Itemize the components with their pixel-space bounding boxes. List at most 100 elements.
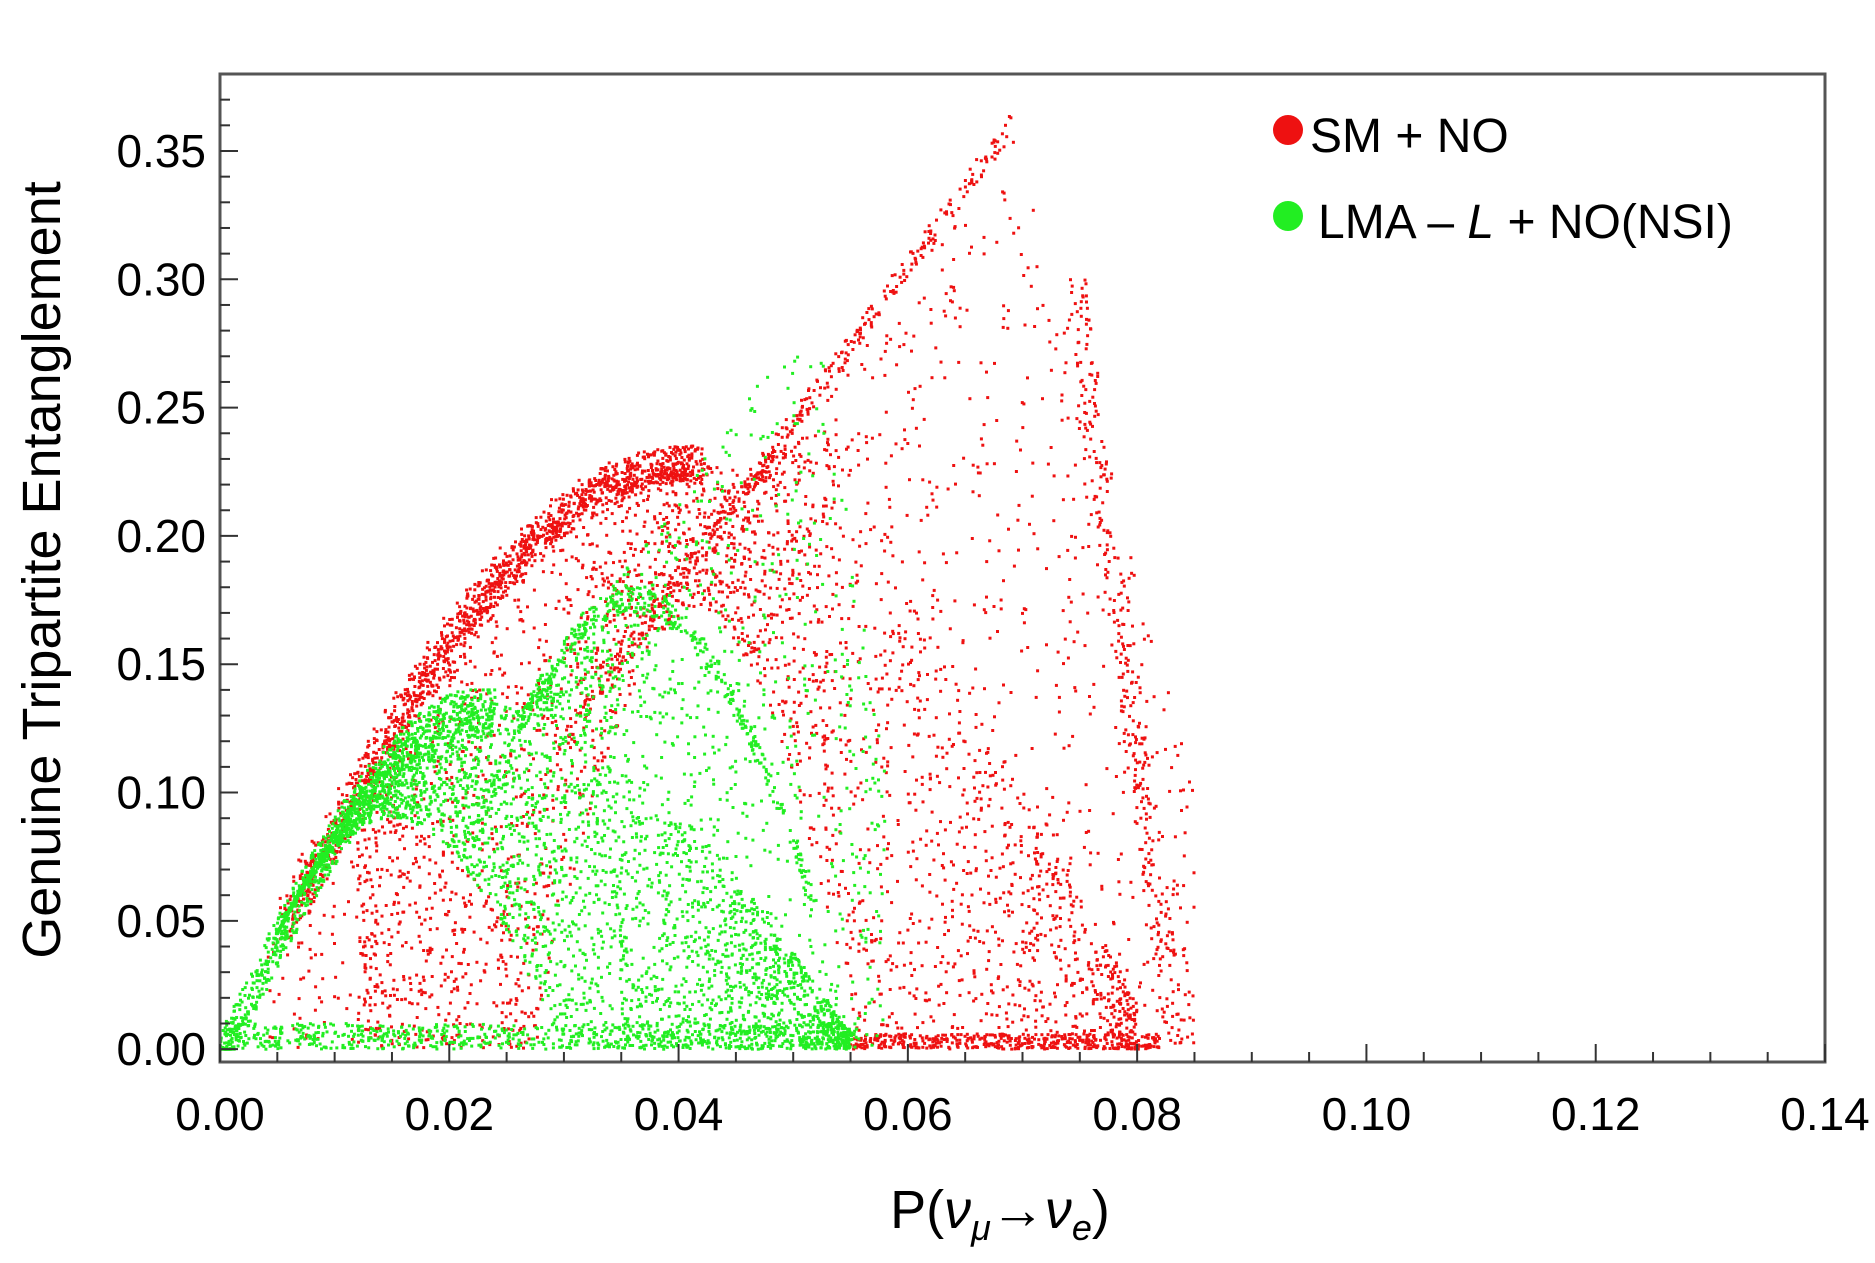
sm-no-point <box>789 717 793 721</box>
sm-no-point <box>661 529 665 533</box>
sm-no-point <box>726 512 730 516</box>
sm-no-point <box>774 494 778 497</box>
sm-no-point <box>843 357 847 361</box>
sm-no-point <box>974 867 978 871</box>
sm-no-point <box>1160 892 1164 896</box>
sm-no-point <box>296 908 300 912</box>
sm-no-point <box>1091 984 1095 988</box>
sm-no-point <box>670 594 674 598</box>
sm-no-point <box>740 485 744 489</box>
sm-no-point <box>426 692 429 696</box>
sm-no-point <box>1081 977 1084 981</box>
sm-no-point <box>936 598 940 602</box>
sm-no-point <box>375 756 379 760</box>
sm-no-point <box>478 1023 482 1027</box>
sm-no-point <box>430 683 434 687</box>
sm-no-point <box>987 950 991 954</box>
sm-no-point <box>715 527 719 531</box>
sm-no-point <box>709 467 713 470</box>
sm-no-point <box>742 500 746 504</box>
sm-no-point <box>519 574 523 578</box>
sm-no-point <box>527 547 531 550</box>
sm-no-point <box>726 546 730 550</box>
sm-no-point <box>1065 879 1069 883</box>
sm-no-point <box>913 387 917 391</box>
sm-no-point <box>1092 450 1096 453</box>
sm-no-point <box>498 667 502 671</box>
sm-no-point <box>704 553 708 557</box>
sm-no-point <box>620 471 624 474</box>
sm-no-point <box>462 629 466 632</box>
sm-no-point <box>822 742 826 746</box>
sm-no-point <box>685 492 689 496</box>
sm-no-point <box>539 515 543 519</box>
sm-no-point <box>788 430 792 434</box>
sm-no-point <box>732 636 736 640</box>
sm-no-point <box>616 490 620 494</box>
sm-no-point <box>886 760 890 764</box>
sm-no-point <box>736 643 740 647</box>
sm-no-point <box>578 518 582 522</box>
sm-no-point <box>431 822 435 825</box>
sm-no-point <box>743 480 747 484</box>
sm-no-point <box>950 211 954 215</box>
sm-no-point <box>876 1039 880 1043</box>
sm-no-point <box>1117 624 1121 628</box>
sm-no-point <box>972 817 976 821</box>
sm-no-point <box>822 504 825 508</box>
sm-no-point <box>968 691 972 695</box>
sm-no-point <box>661 627 665 631</box>
sm-no-point <box>1001 939 1004 943</box>
sm-no-point <box>872 1000 876 1004</box>
sm-no-point <box>423 678 427 682</box>
sm-no-point <box>365 936 369 940</box>
sm-no-point <box>934 677 938 681</box>
sm-no-point <box>808 396 812 400</box>
sm-no-point <box>375 844 379 848</box>
sm-no-point <box>469 753 473 757</box>
sm-no-point <box>1035 921 1039 925</box>
sm-no-point <box>887 1015 891 1019</box>
sm-no-point <box>939 961 943 965</box>
sm-no-point <box>616 481 620 485</box>
sm-no-point <box>538 638 542 642</box>
sm-no-point <box>1127 938 1131 941</box>
sm-no-point <box>620 489 624 493</box>
sm-no-point <box>1125 1033 1129 1037</box>
sm-no-point <box>857 901 861 905</box>
sm-no-point <box>941 955 945 959</box>
sm-no-point <box>993 151 997 155</box>
sm-no-point <box>776 483 780 487</box>
sm-no-point <box>1024 945 1028 949</box>
sm-no-point <box>912 994 916 998</box>
sm-no-point <box>386 736 390 740</box>
sm-no-point <box>1009 691 1013 694</box>
sm-no-point <box>441 667 445 670</box>
sm-no-point <box>1134 1022 1138 1026</box>
sm-no-point <box>406 690 410 694</box>
sm-no-point <box>1079 899 1083 903</box>
sm-no-point <box>876 312 880 316</box>
sm-no-point <box>695 572 699 576</box>
sm-no-point <box>587 484 591 488</box>
sm-no-point <box>657 550 661 554</box>
sm-no-point <box>612 561 615 565</box>
sm-no-point <box>400 723 404 727</box>
sm-no-point <box>412 691 416 695</box>
sm-no-point <box>570 737 574 741</box>
sm-no-point <box>484 673 488 677</box>
sm-no-point <box>866 501 870 505</box>
sm-no-point <box>607 461 611 465</box>
sm-no-point <box>965 308 969 312</box>
sm-no-point <box>1052 951 1056 955</box>
sm-no-point <box>763 584 767 588</box>
sm-no-point <box>522 961 526 965</box>
sm-no-point <box>1053 1035 1057 1039</box>
sm-no-point <box>1126 1014 1130 1018</box>
sm-no-point <box>313 888 317 892</box>
sm-no-point <box>525 941 529 945</box>
sm-no-point <box>800 398 803 402</box>
sm-no-point <box>1132 1011 1136 1015</box>
sm-no-point <box>736 636 740 640</box>
sm-no-point <box>423 666 427 670</box>
